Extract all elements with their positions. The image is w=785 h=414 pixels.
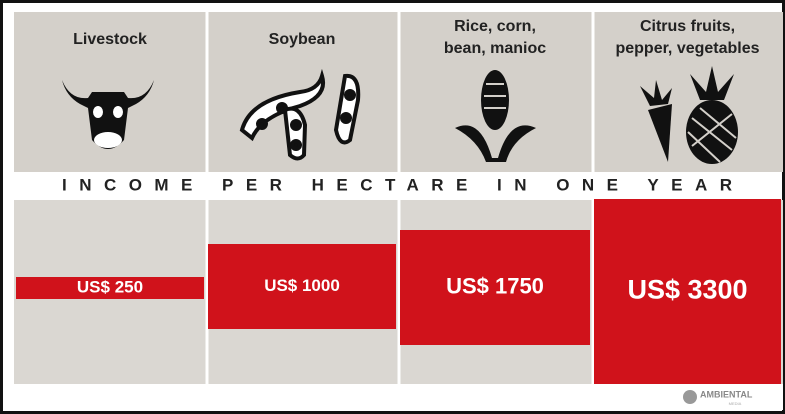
column-title: Soybean [269,31,336,48]
income-label: US$ 3300 [627,275,747,305]
logo: AMBIENTAL [700,389,753,399]
column-title: pepper, vegetables [615,40,759,57]
income-label: US$ 1000 [264,276,340,295]
footer [14,384,783,410]
income-bar [594,199,781,384]
vegetables-icon [640,66,738,164]
logo-mark [683,390,697,404]
column-title: Rice, corn, [454,18,536,35]
income-bar [16,277,204,299]
income-label: US$ 250 [77,277,143,296]
income-label: US$ 1750 [446,273,544,298]
logo-sub: MEDIA [729,401,742,406]
column-title: Citrus fruits, [640,18,735,35]
income-bar [208,244,396,329]
income-bar [400,230,590,345]
soybean-icon [239,68,361,161]
column-title: bean, manioc [444,40,546,57]
cow-icon [62,80,154,149]
corn-icon [455,70,536,162]
column-title: Livestock [73,31,147,48]
